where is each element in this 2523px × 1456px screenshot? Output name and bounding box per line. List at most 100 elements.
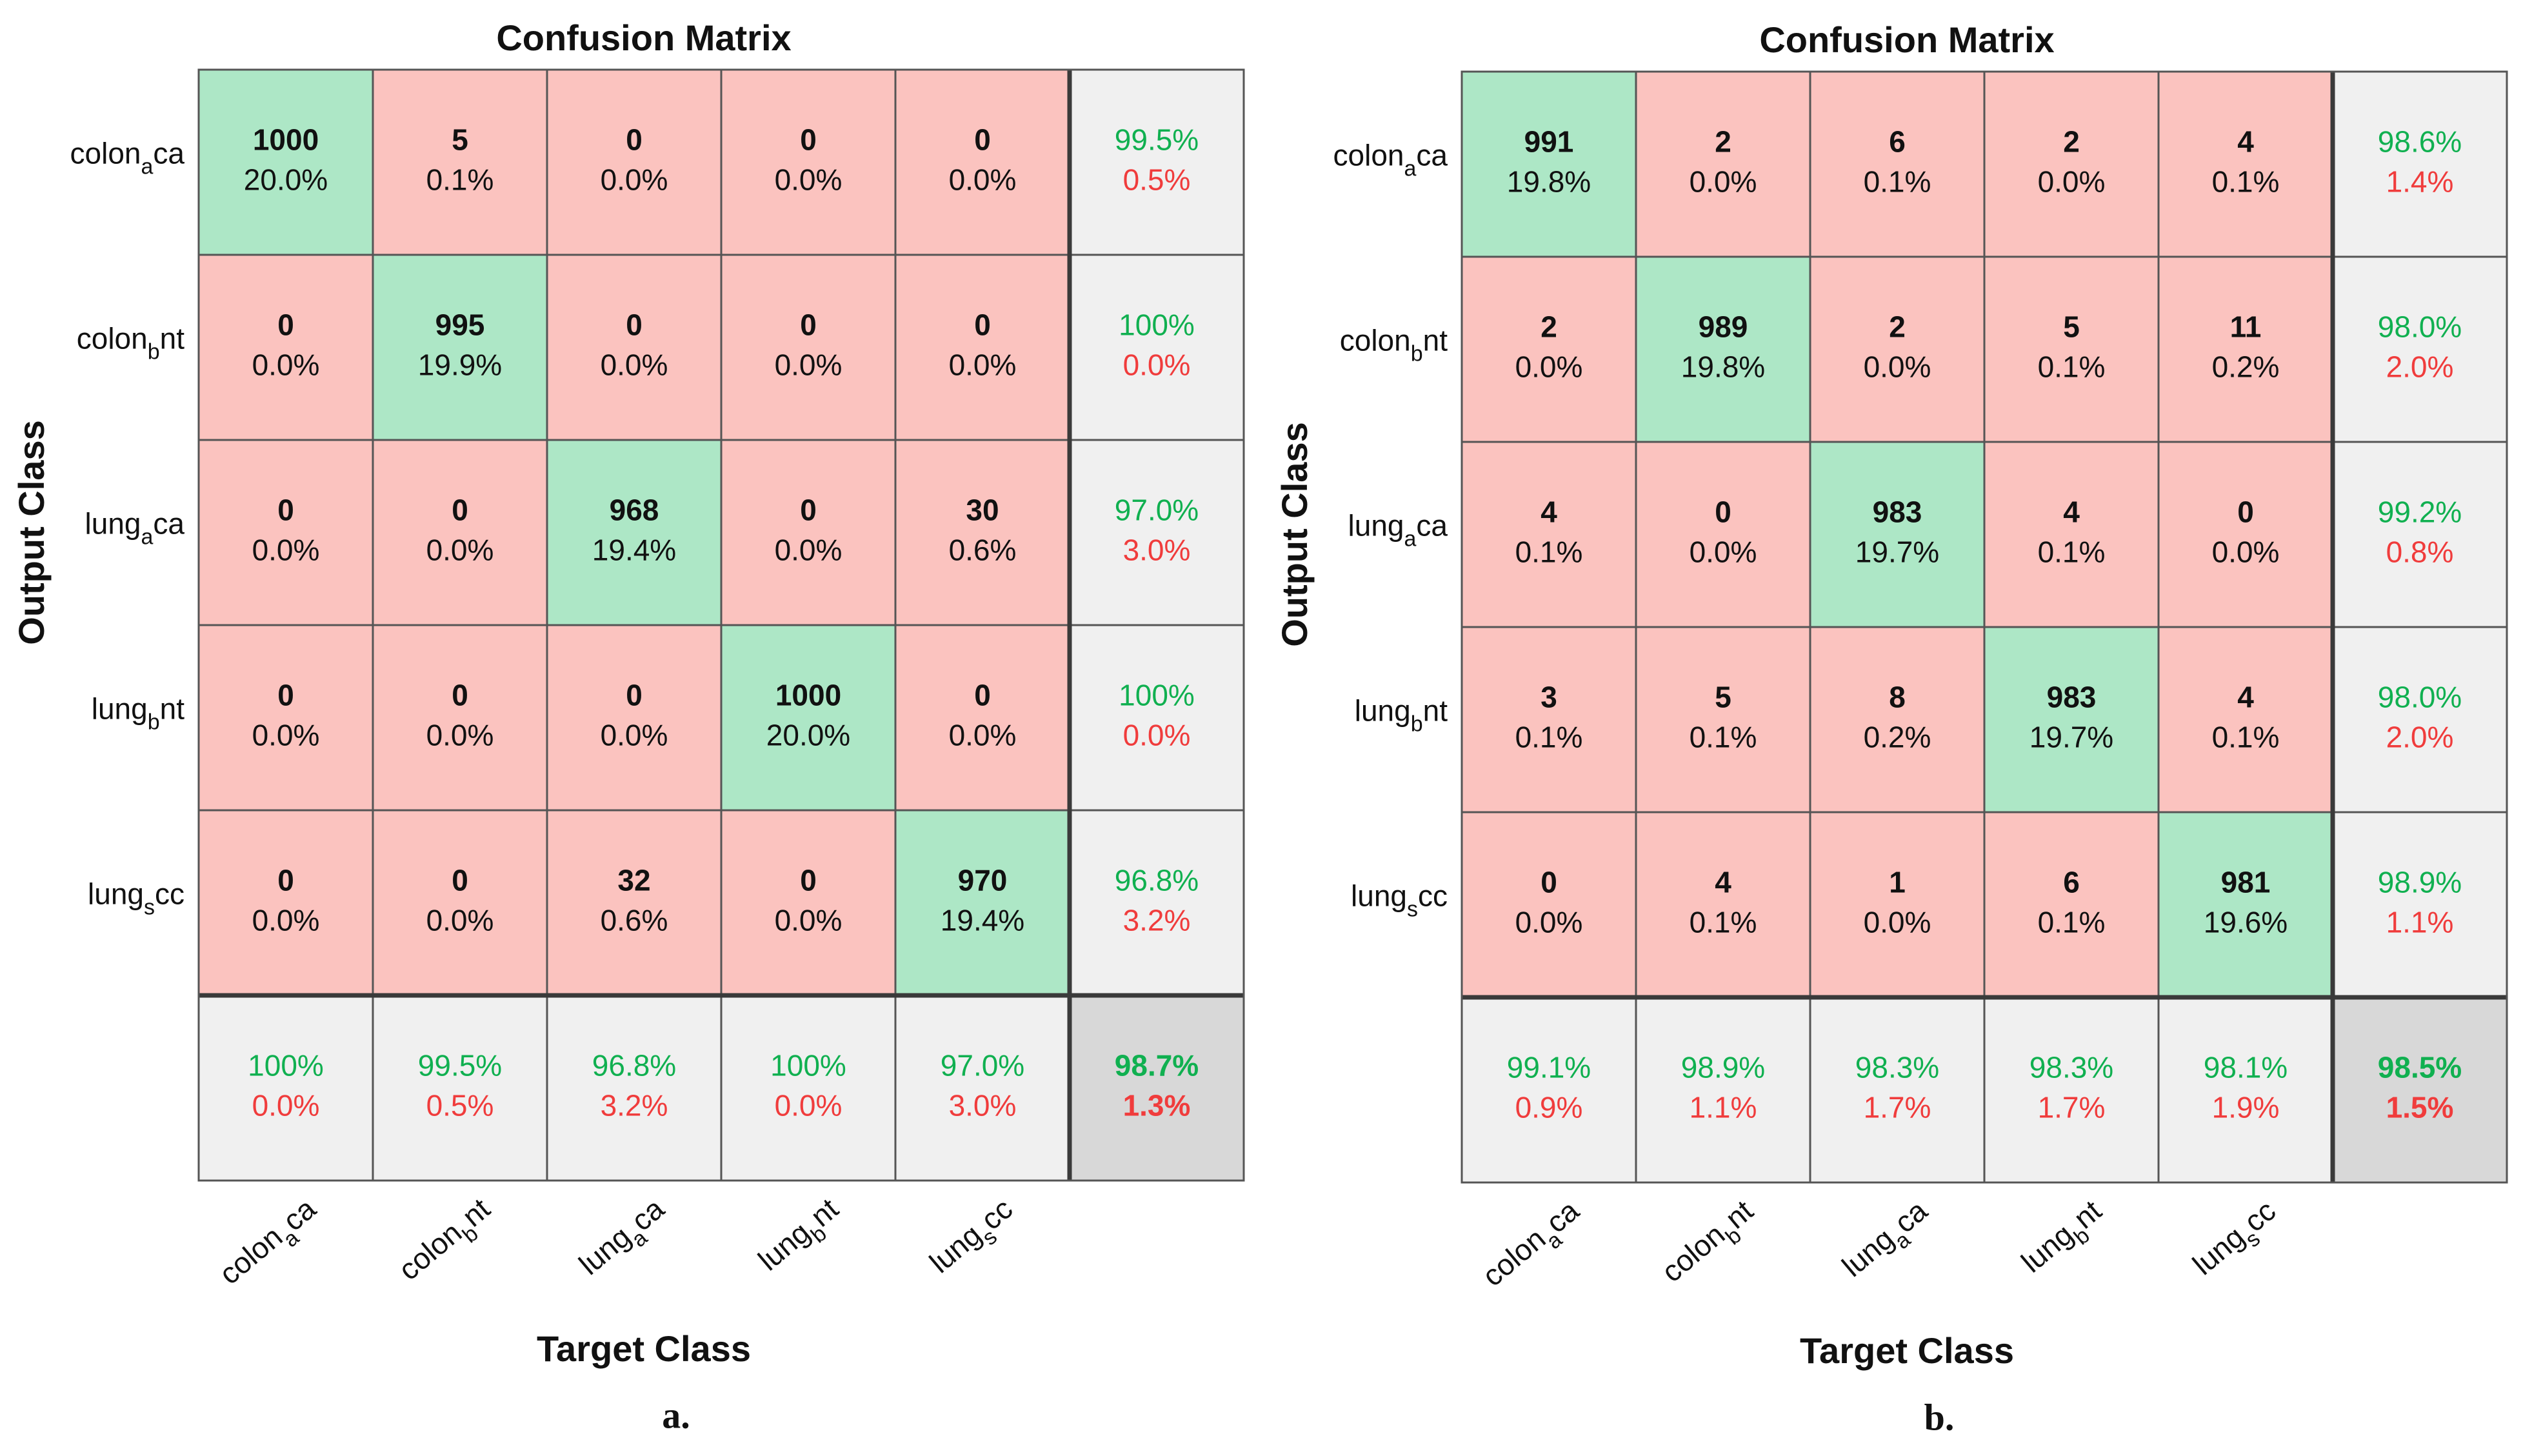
class-label-subscript: s: [144, 895, 155, 919]
cell-percent: 0.0%: [426, 534, 494, 567]
off-diagonal-cell: [1635, 811, 1811, 999]
row-error: 1.4%: [2386, 165, 2454, 199]
overall-accuracy: 98.5%: [2378, 1051, 2462, 1084]
cell-percent: 0.0%: [2212, 535, 2280, 569]
off-diagonal-cell: [372, 624, 548, 812]
off-diagonal-cell: [720, 68, 897, 256]
cell-percent: 0.0%: [426, 904, 494, 937]
off-diagonal-cell: [720, 254, 897, 441]
cell-percent: 0.1%: [2212, 165, 2280, 199]
y-tick-label: colonaca: [70, 137, 185, 179]
chart-title: Confusion Matrix: [496, 17, 791, 58]
cell-count: 5: [452, 123, 468, 157]
cell-percent: 20.0%: [244, 163, 328, 197]
cell-percent: 0.0%: [1515, 906, 1583, 939]
cell-percent: 0.1%: [1690, 906, 1757, 939]
diagonal-cell: [372, 254, 548, 441]
cell-percent: 0.0%: [426, 719, 494, 752]
cell-count: 0: [974, 308, 991, 342]
cell-count: 989: [1699, 310, 1748, 344]
cell-count: 1: [1889, 866, 1906, 899]
column-recall: 100%: [770, 1049, 846, 1082]
cell-count: 2: [2063, 125, 2080, 159]
cell-count: 0: [800, 864, 817, 897]
cell-count: 0: [277, 864, 294, 897]
off-diagonal-cell: [1635, 626, 1811, 813]
y-tick-label: lungbnt: [1355, 694, 1448, 737]
cell-count: 968: [610, 494, 659, 527]
cell-count: 0: [626, 123, 643, 157]
confusion-matrix-panel-b: Confusion Matrix 991 19.8% 2 0.0% 6 0.1% 2 0.0% 4…: [1274, 19, 2508, 1438]
off-diagonal-cell: [1461, 811, 1637, 999]
cell-count: 0: [974, 123, 991, 157]
y-axis-label: Output Class: [1274, 422, 1315, 646]
panel-caption: b.: [1924, 1396, 1955, 1438]
class-label-subscript: b: [1411, 712, 1423, 736]
column-error: 1.7%: [1864, 1091, 1931, 1124]
cell-count: 2: [1889, 310, 1906, 344]
x-axis-label: Target Class: [1800, 1330, 2014, 1371]
off-diagonal-cell: [1809, 70, 1986, 258]
off-diagonal-cell: [1983, 255, 2160, 443]
column-recall: 99.1%: [1507, 1051, 1591, 1084]
class-label-suffix: cc: [155, 877, 184, 911]
cell-count: 4: [2237, 125, 2254, 159]
off-diagonal-cell: [1983, 811, 2160, 999]
cell-percent: 0.0%: [1690, 165, 1757, 199]
row-summary-cell: [1068, 439, 1245, 626]
y-tick-label: lungaca: [1348, 509, 1448, 552]
diagonal-cell: [1461, 70, 1637, 258]
off-diagonal-cell: [894, 68, 1071, 256]
cell-count: 0: [626, 308, 643, 342]
row-error: 0.0%: [1123, 719, 1191, 752]
column-recall: 96.8%: [592, 1049, 676, 1082]
class-label-suffix: ca: [1416, 139, 1448, 172]
row-summary-cell: [2331, 70, 2508, 258]
cell-count: 0: [1541, 866, 1557, 899]
cell-count: 0: [277, 494, 294, 527]
row-summary-cell: [1068, 68, 1245, 256]
column-summary-cell: [372, 994, 548, 1182]
off-diagonal-cell: [2157, 70, 2334, 258]
row-summary-cell: [1068, 254, 1245, 441]
matrix-frame: [197, 68, 1245, 1182]
off-diagonal-cell: [1809, 255, 1986, 443]
cell-count: 970: [958, 864, 1008, 897]
class-label-subscript: a: [1404, 156, 1416, 181]
column-recall: 98.3%: [1855, 1051, 1939, 1084]
chart-title: Confusion Matrix: [1759, 19, 2054, 60]
class-label-suffix: nt: [160, 692, 185, 726]
cell-count: 0: [2237, 495, 2254, 529]
off-diagonal-cell: [1983, 70, 2160, 258]
off-diagonal-cell: [197, 809, 374, 997]
off-diagonal-cell: [546, 68, 723, 256]
cell-count: 6: [2063, 866, 2080, 899]
diagonal-cell: [1983, 626, 2160, 813]
cell-count: 11: [2230, 310, 2262, 344]
off-diagonal-cell: [720, 439, 897, 626]
cell-percent: 0.0%: [252, 534, 320, 567]
column-error: 1.9%: [2212, 1091, 2280, 1124]
row-error: 3.2%: [1123, 904, 1191, 937]
confusion-matrix-panel-a: Confusion Matrix 1000 20.0% 5 0.1% 0 0.0% 0 0.0%…: [11, 17, 1245, 1436]
column-error: 1.7%: [2038, 1091, 2106, 1124]
y-tick-label: colonaca: [1333, 139, 1448, 181]
column-summary-cell: [546, 994, 723, 1182]
cell-percent: 19.7%: [1855, 535, 1939, 569]
cell-count: 0: [1715, 495, 1731, 529]
cell-count: 4: [1541, 495, 1557, 529]
overall-error: 1.5%: [2386, 1091, 2454, 1124]
cell-count: 4: [2237, 681, 2254, 714]
column-recall: 98.3%: [2029, 1051, 2113, 1084]
diagonal-cell: [720, 624, 897, 812]
cell-count: 0: [277, 679, 294, 712]
class-label-subscript: a: [1404, 526, 1416, 551]
cell-count: 6: [1889, 125, 1906, 159]
cell-percent: 0.1%: [2212, 721, 2280, 754]
row-precision: 98.6%: [2378, 125, 2462, 159]
y-tick-label: colonbnt: [77, 322, 184, 364]
column-error: 3.2%: [601, 1089, 668, 1122]
cell-percent: 0.1%: [1515, 535, 1583, 569]
column-summary-cell: [197, 994, 374, 1182]
